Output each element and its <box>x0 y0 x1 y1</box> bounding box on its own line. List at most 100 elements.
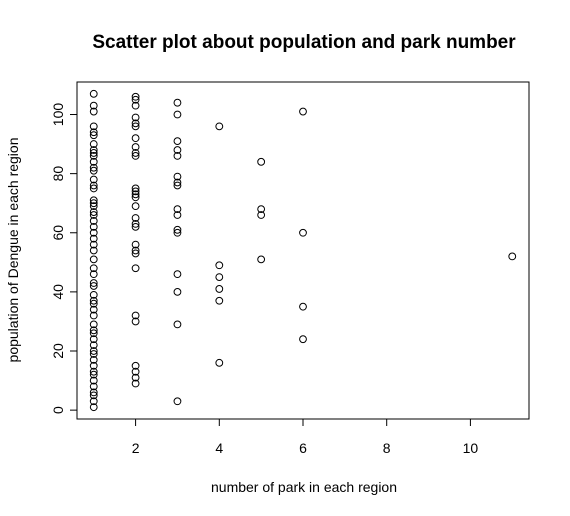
data-point <box>89 382 98 391</box>
data-point <box>131 95 140 104</box>
data-point <box>89 152 98 160</box>
data-point <box>257 255 266 264</box>
data-point <box>89 270 98 279</box>
data-point <box>257 205 266 214</box>
y-tick-label: 100 <box>50 103 66 127</box>
data-point <box>131 122 140 131</box>
data-point <box>89 166 98 175</box>
data-point <box>89 149 98 157</box>
data-point <box>89 246 98 255</box>
data-point <box>131 379 140 388</box>
data-point <box>131 134 140 143</box>
data-point <box>215 122 224 131</box>
data-point <box>89 101 98 110</box>
data-point <box>215 358 224 367</box>
data-point <box>131 143 140 151</box>
data-point <box>131 317 140 326</box>
data-point <box>89 335 98 344</box>
data-point <box>89 131 98 140</box>
data-point <box>173 181 182 190</box>
data-point <box>89 157 98 166</box>
data-point <box>89 264 98 273</box>
data-point <box>173 397 182 406</box>
data-point <box>131 202 140 211</box>
data-point <box>131 249 140 258</box>
data-point <box>89 320 98 329</box>
data-point <box>173 211 182 219</box>
data-point <box>257 211 266 219</box>
data-point <box>89 122 98 131</box>
data-point <box>299 228 307 237</box>
x-tick-label: 10 <box>463 440 479 456</box>
data-point <box>89 282 98 290</box>
data-point <box>89 296 98 305</box>
data-point <box>89 107 98 116</box>
data-point <box>173 110 182 119</box>
data-point <box>508 252 517 261</box>
data-point <box>131 101 140 110</box>
data-point <box>89 347 98 355</box>
data-point <box>131 214 140 222</box>
data-point <box>131 361 140 370</box>
data-point <box>89 146 98 154</box>
data-point <box>131 119 140 128</box>
data-point <box>131 184 140 193</box>
data-point <box>215 285 224 293</box>
data-point <box>89 222 98 231</box>
data-point <box>299 107 307 116</box>
data-point <box>89 228 98 237</box>
data-point <box>131 373 140 382</box>
data-point <box>173 98 182 107</box>
data-point <box>89 255 98 264</box>
data-point <box>257 157 266 166</box>
data-point <box>89 211 98 219</box>
data-point <box>215 273 224 282</box>
data-point <box>89 311 98 320</box>
data-point <box>89 240 98 249</box>
plot-frame <box>76 81 530 420</box>
x-tick-label: 8 <box>383 440 391 456</box>
data-point <box>89 361 98 370</box>
data-point <box>173 146 182 154</box>
data-point <box>89 299 98 308</box>
data-point <box>89 208 98 216</box>
data-point <box>131 113 140 122</box>
x-tick-label: 6 <box>299 440 307 456</box>
data-point <box>89 234 98 243</box>
data-point <box>173 228 182 237</box>
data-point <box>89 217 98 225</box>
data-point <box>131 367 140 376</box>
data-point <box>173 270 182 279</box>
data-points <box>89 89 517 412</box>
y-tick-label: 80 <box>50 166 66 182</box>
data-point <box>89 184 98 193</box>
data-point <box>131 311 140 320</box>
data-point <box>89 199 98 208</box>
data-point <box>173 152 182 160</box>
data-point <box>89 181 98 190</box>
data-point <box>131 219 140 228</box>
data-point <box>89 341 98 349</box>
data-point <box>131 92 140 101</box>
data-point <box>89 370 98 379</box>
data-point <box>89 355 98 364</box>
x-axis-label: number of park in each region <box>211 479 397 495</box>
data-point <box>131 149 140 157</box>
data-point <box>89 89 98 98</box>
data-point <box>89 367 98 376</box>
y-tick-label: 20 <box>50 343 66 359</box>
data-point <box>89 350 98 358</box>
data-point <box>131 190 140 199</box>
data-point <box>89 326 98 335</box>
data-point <box>215 261 224 270</box>
data-point <box>131 246 140 255</box>
y-axis: 0 20 40 60 80 100 <box>50 103 78 414</box>
data-point <box>89 305 98 314</box>
data-point <box>173 205 182 214</box>
data-point <box>89 403 98 412</box>
data-point <box>89 163 98 172</box>
data-point <box>89 279 98 287</box>
data-point <box>131 240 140 249</box>
data-point <box>173 320 182 329</box>
